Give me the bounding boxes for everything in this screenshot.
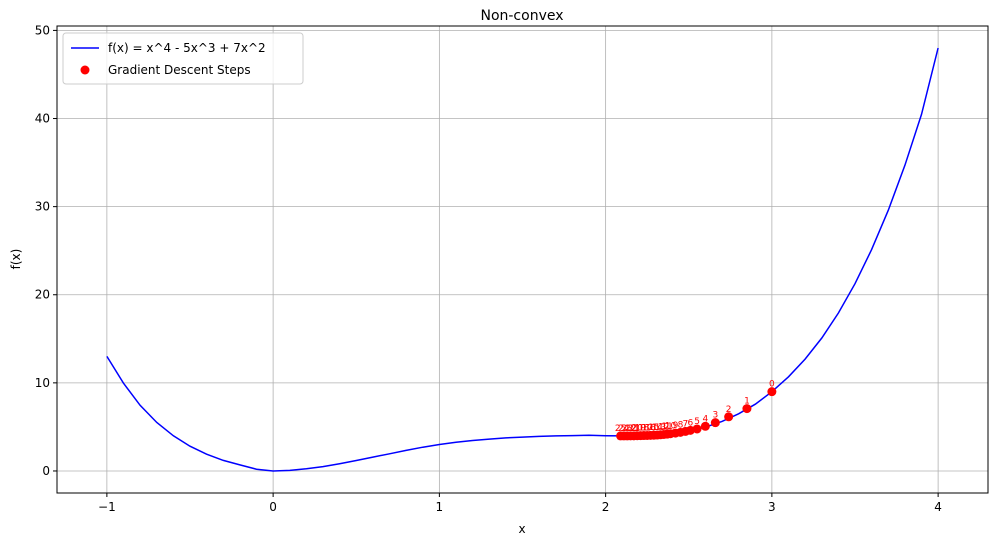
step-index-label: 20 [631, 424, 643, 434]
gradient-step-point [724, 412, 734, 422]
step-index-label: 12 [658, 422, 669, 432]
gradient-step-point [700, 421, 710, 431]
y-tick-label: 30 [35, 200, 50, 214]
legend-label-function: f(x) = x^4 - 5x^3 + 7x^2 [108, 41, 266, 55]
x-tick-label: −1 [98, 500, 116, 514]
step-index-label: 6 [688, 418, 694, 428]
legend: f(x) = x^4 - 5x^3 + 7x^2 Gradient Descen… [62, 32, 304, 85]
x-axis-ticks: −1 0 1 2 3 4 [98, 493, 942, 514]
step-index-label: 0 [769, 380, 775, 390]
gradient-step-point [742, 404, 752, 414]
step-index-label: 15 [648, 423, 659, 433]
step-index-label: 17 [641, 423, 652, 433]
step-index-label: 13 [655, 423, 666, 433]
x-tick-label: 3 [768, 500, 776, 514]
plot-frame [56, 25, 989, 494]
x-tick-label: 4 [934, 500, 942, 514]
y-tick-label: 10 [35, 376, 50, 390]
step-index-label: 10 [665, 422, 677, 432]
step-index-label: 16 [645, 423, 657, 433]
y-axis-label: f(x) [9, 249, 23, 270]
step-index-label: 2 [726, 405, 732, 415]
step-index-label: 11 [661, 422, 672, 432]
step-index-label: 21 [628, 424, 639, 434]
chart-title: Non-convex [480, 8, 563, 24]
step-index-label: 7 [683, 419, 689, 429]
plot-area [57, 26, 988, 493]
step-index-label: 3 [712, 411, 718, 421]
gradient-step-point [767, 387, 777, 397]
y-tick-label: 50 [35, 23, 50, 37]
step-index-label: 9 [673, 421, 679, 431]
step-index-label: 1 [744, 397, 750, 407]
gradient-step-point [616, 431, 626, 441]
y-axis-ticks: 0 10 20 30 40 50 [35, 23, 57, 478]
points-layer: 0123456789101112131415161718192021222324… [615, 380, 777, 441]
function-curve [106, 47, 939, 472]
y-tick-label: 40 [35, 112, 50, 126]
step-index-label: 25 [615, 424, 626, 434]
step-index-label: 18 [638, 424, 650, 434]
x-tick-label: 0 [269, 500, 277, 514]
curve-layer [106, 47, 939, 472]
grid [57, 26, 988, 493]
step-index-label: 19 [635, 424, 647, 434]
legend-marker-swatch [80, 65, 90, 75]
step-index-label: 24 [618, 424, 630, 434]
x-tick-label: 1 [436, 500, 444, 514]
y-tick-label: 20 [35, 288, 50, 302]
x-axis-label: x [518, 522, 525, 536]
legend-label-steps: Gradient Descent Steps [108, 63, 251, 77]
step-index-label: 5 [694, 417, 700, 427]
gradient-step-point [710, 418, 720, 428]
step-index-label: 8 [678, 420, 684, 430]
step-index-label: 23 [622, 424, 633, 434]
step-index-label: 22 [625, 424, 636, 434]
x-tick-label: 2 [602, 500, 610, 514]
y-tick-label: 0 [42, 464, 50, 478]
legend-box [62, 32, 304, 85]
step-index-label: 14 [651, 423, 663, 433]
step-index-label: 4 [703, 414, 709, 424]
